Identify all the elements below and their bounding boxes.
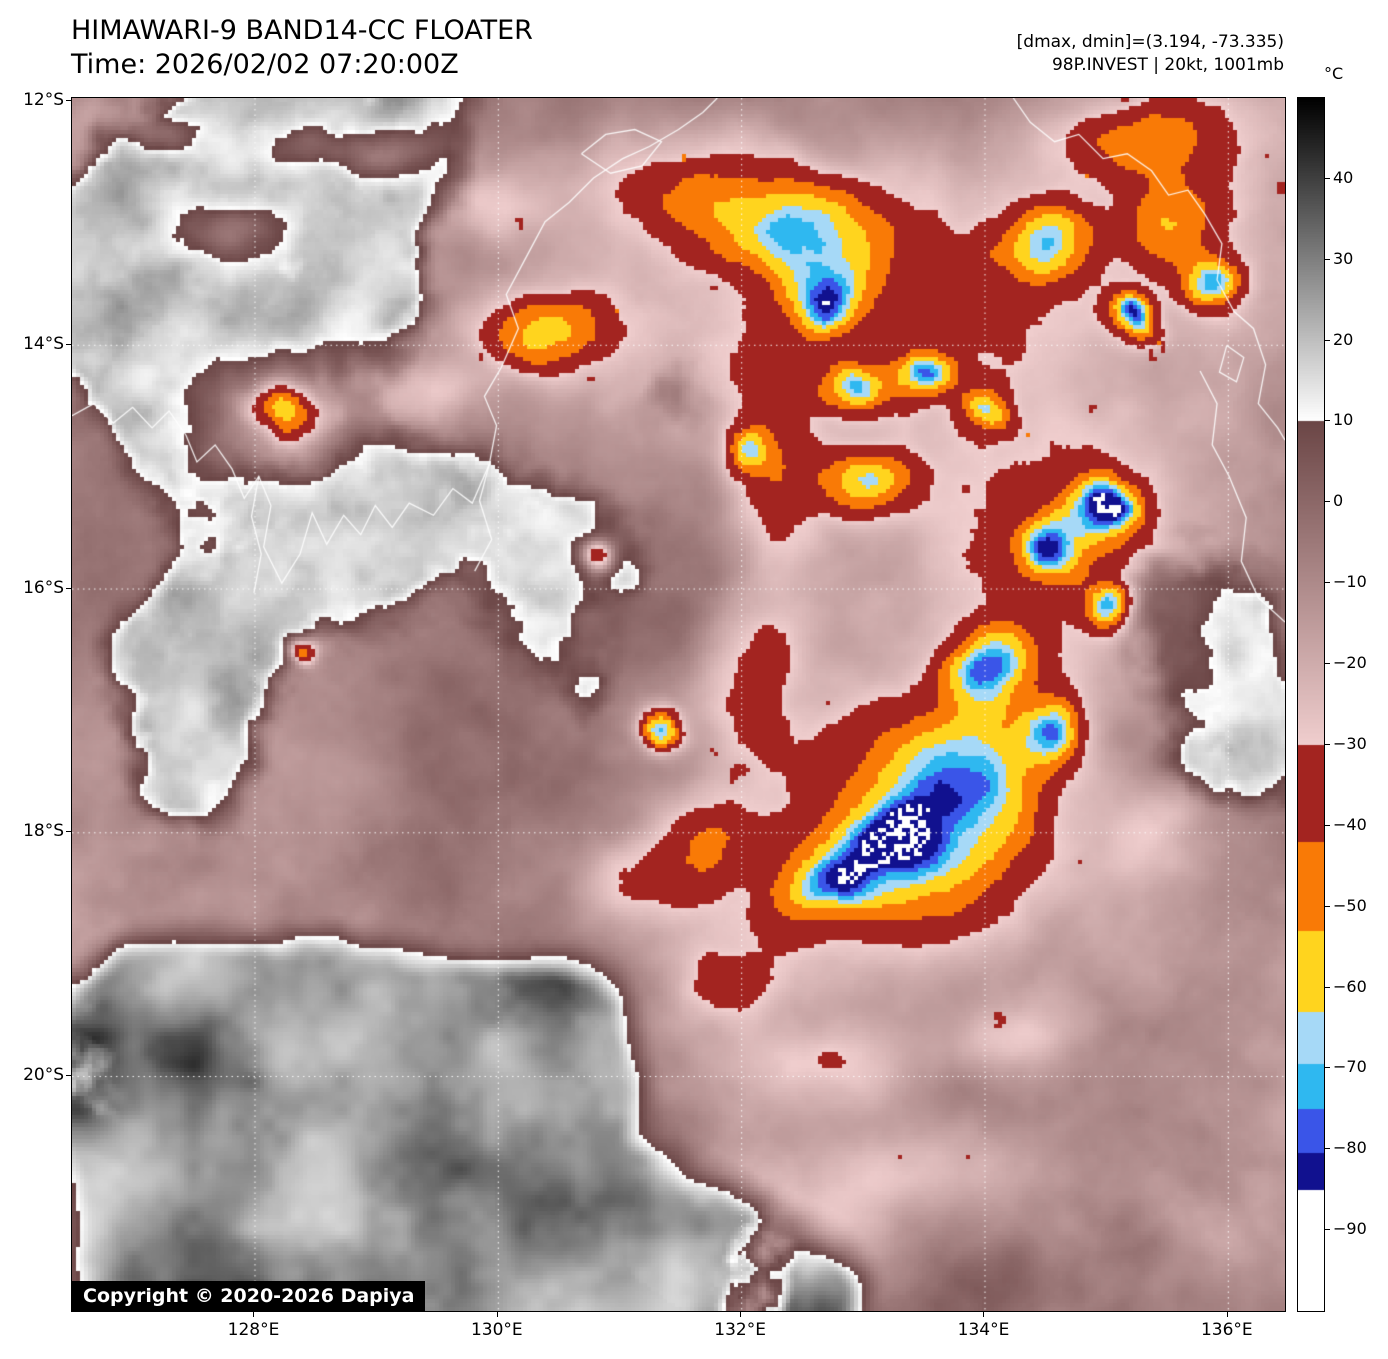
- timestamp: Time: 2026/02/02 07:20:00Z: [71, 49, 459, 80]
- lat-tick-label: 20°S: [23, 1065, 64, 1086]
- axis-tick: [66, 831, 71, 832]
- lon-tick-label: 128°E: [227, 1320, 280, 1340]
- storm-info: 98P.INVEST | 20kt, 1001mb: [1051, 55, 1284, 75]
- axis-tick: [1325, 1067, 1330, 1068]
- axis-tick: [1325, 663, 1330, 664]
- lon-tick-label: 132°E: [714, 1320, 766, 1340]
- axis-tick: [1325, 1229, 1330, 1230]
- colorbar-tick-label: −40: [1333, 814, 1367, 834]
- colorbar-canvas: [1298, 98, 1324, 1311]
- colorbar-tick-label: −50: [1333, 895, 1367, 915]
- colorbar-tick-label: 30: [1333, 248, 1354, 268]
- axis-tick: [66, 344, 71, 345]
- axis-tick: [983, 1312, 984, 1317]
- colorbar-tick-label: −60: [1333, 976, 1367, 996]
- copyright-badge: Copyright © 2020-2026 Dapiya: [72, 1281, 426, 1311]
- lon-tick-label: 130°E: [470, 1320, 523, 1340]
- colorbar-tick-label: −90: [1333, 1219, 1367, 1239]
- axis-tick: [66, 1075, 71, 1076]
- page-title: HIMAWARI-9 BAND14-CC FLOATER: [71, 15, 533, 46]
- colorbar-frame: [1297, 97, 1325, 1312]
- axis-tick: [1325, 420, 1330, 421]
- header: HIMAWARI-9 BAND14-CC FLOATER Time: 2026/…: [71, 14, 533, 82]
- axis-tick: [1325, 987, 1330, 988]
- lat-tick-label: 16°S: [23, 577, 64, 598]
- colorbar-tick-label: 40: [1333, 167, 1354, 187]
- axis-tick: [1325, 178, 1330, 179]
- colorbar-tick-label: −10: [1333, 572, 1367, 592]
- lon-tick-label: 136°E: [1200, 1320, 1253, 1340]
- colorbar-tick-label: −20: [1333, 653, 1367, 673]
- lat-tick-label: 18°S: [23, 821, 64, 842]
- header-info: [dmax, dmin]=(3.194, -73.335) 98P.INVEST…: [1017, 31, 1284, 77]
- axis-tick: [1325, 259, 1330, 260]
- axis-tick: [740, 1312, 741, 1317]
- colorbar-tick-label: −70: [1333, 1057, 1367, 1077]
- lat-tick-label: 12°S: [23, 90, 64, 111]
- colorbar-tick-label: 0: [1333, 491, 1344, 511]
- colorbar-tick-label: 20: [1333, 329, 1354, 349]
- axis-tick: [1325, 582, 1330, 583]
- lon-tick-label: 134°E: [957, 1320, 1010, 1340]
- colorbar-unit-label: °C: [1324, 64, 1344, 83]
- colorbar-tick-label: −80: [1333, 1138, 1367, 1158]
- axis-tick: [1325, 906, 1330, 907]
- axis-tick: [497, 1312, 498, 1317]
- axis-tick: [66, 100, 71, 101]
- axis-tick: [1325, 501, 1330, 502]
- map-frame: Copyright © 2020-2026 Dapiya: [71, 97, 1286, 1312]
- axis-tick: [1325, 340, 1330, 341]
- colorbar-tick-label: −30: [1333, 733, 1367, 753]
- axis-tick: [253, 1312, 254, 1317]
- lat-tick-label: 14°S: [23, 333, 64, 354]
- axis-tick: [1325, 1148, 1330, 1149]
- axis-tick: [1227, 1312, 1228, 1317]
- axis-tick: [66, 588, 71, 589]
- satellite-image-canvas: [72, 98, 1285, 1311]
- dmax-dmin-readout: [dmax, dmin]=(3.194, -73.335): [1016, 32, 1284, 52]
- axis-tick: [1325, 744, 1330, 745]
- colorbar-tick-label: 10: [1333, 410, 1354, 430]
- axis-tick: [1325, 825, 1330, 826]
